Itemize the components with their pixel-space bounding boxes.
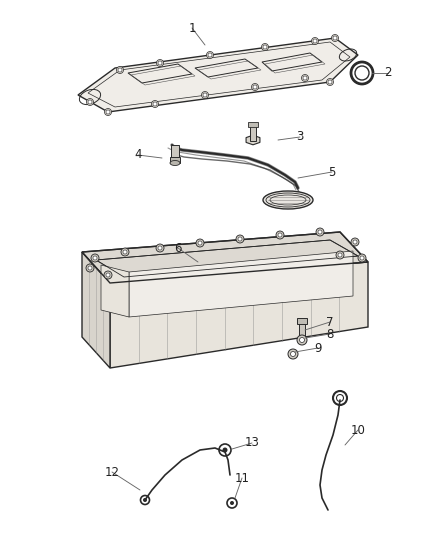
Circle shape xyxy=(328,80,332,84)
Circle shape xyxy=(333,36,337,40)
Circle shape xyxy=(297,335,307,345)
Circle shape xyxy=(91,254,99,262)
Polygon shape xyxy=(82,252,110,368)
Polygon shape xyxy=(110,262,368,368)
Circle shape xyxy=(121,248,129,256)
Ellipse shape xyxy=(263,191,313,209)
Circle shape xyxy=(290,351,296,357)
Circle shape xyxy=(300,337,304,343)
Polygon shape xyxy=(78,38,358,112)
Circle shape xyxy=(156,60,163,67)
Circle shape xyxy=(360,256,364,260)
Circle shape xyxy=(351,238,359,246)
Polygon shape xyxy=(82,232,368,283)
Text: 13: 13 xyxy=(244,437,259,449)
Circle shape xyxy=(143,498,147,502)
Circle shape xyxy=(196,239,204,247)
Circle shape xyxy=(332,35,339,42)
Circle shape xyxy=(88,100,92,104)
Circle shape xyxy=(251,84,258,91)
Circle shape xyxy=(158,246,162,250)
Circle shape xyxy=(313,39,317,43)
Circle shape xyxy=(261,44,268,51)
Circle shape xyxy=(278,233,282,237)
Circle shape xyxy=(301,75,308,82)
Circle shape xyxy=(88,266,92,270)
Bar xyxy=(250,125,256,141)
Circle shape xyxy=(93,256,97,260)
Circle shape xyxy=(152,101,159,108)
Circle shape xyxy=(253,85,257,89)
Circle shape xyxy=(158,61,162,65)
Text: 5: 5 xyxy=(328,166,336,179)
Circle shape xyxy=(318,230,322,234)
Text: 1: 1 xyxy=(188,21,196,35)
Circle shape xyxy=(238,237,242,241)
Text: 8: 8 xyxy=(326,327,334,341)
Circle shape xyxy=(153,102,157,106)
Circle shape xyxy=(203,93,207,97)
Circle shape xyxy=(338,253,342,257)
Text: 3: 3 xyxy=(297,131,304,143)
Circle shape xyxy=(336,251,344,259)
Text: 7: 7 xyxy=(326,316,334,328)
Ellipse shape xyxy=(170,160,180,166)
Polygon shape xyxy=(101,265,129,317)
Circle shape xyxy=(353,240,357,244)
Circle shape xyxy=(230,501,234,505)
Circle shape xyxy=(223,448,227,453)
Text: 2: 2 xyxy=(384,67,392,79)
Circle shape xyxy=(206,52,213,59)
Bar xyxy=(171,145,179,159)
Bar xyxy=(248,122,258,127)
Circle shape xyxy=(303,76,307,80)
Circle shape xyxy=(201,92,208,99)
Circle shape xyxy=(86,99,93,106)
Circle shape xyxy=(263,45,267,49)
Circle shape xyxy=(105,109,112,116)
Text: 11: 11 xyxy=(234,472,250,484)
Text: 9: 9 xyxy=(314,342,322,354)
Bar xyxy=(170,157,180,163)
Circle shape xyxy=(358,254,366,262)
Polygon shape xyxy=(129,251,353,317)
Circle shape xyxy=(104,271,112,279)
Bar xyxy=(297,318,307,324)
Text: 10: 10 xyxy=(350,424,365,437)
Circle shape xyxy=(123,250,127,254)
Circle shape xyxy=(288,349,298,359)
Text: 4: 4 xyxy=(134,149,142,161)
Circle shape xyxy=(208,53,212,57)
Circle shape xyxy=(316,228,324,236)
Circle shape xyxy=(106,273,110,277)
Circle shape xyxy=(118,68,122,72)
Circle shape xyxy=(156,244,164,252)
Circle shape xyxy=(117,67,124,74)
Circle shape xyxy=(276,231,284,239)
Circle shape xyxy=(106,110,110,114)
Text: 6: 6 xyxy=(174,241,182,254)
Text: 12: 12 xyxy=(105,465,120,479)
Circle shape xyxy=(198,241,202,245)
Circle shape xyxy=(326,78,333,85)
Polygon shape xyxy=(246,135,260,145)
Bar xyxy=(299,323,305,337)
Circle shape xyxy=(236,235,244,243)
Circle shape xyxy=(311,37,318,44)
Circle shape xyxy=(86,264,94,272)
